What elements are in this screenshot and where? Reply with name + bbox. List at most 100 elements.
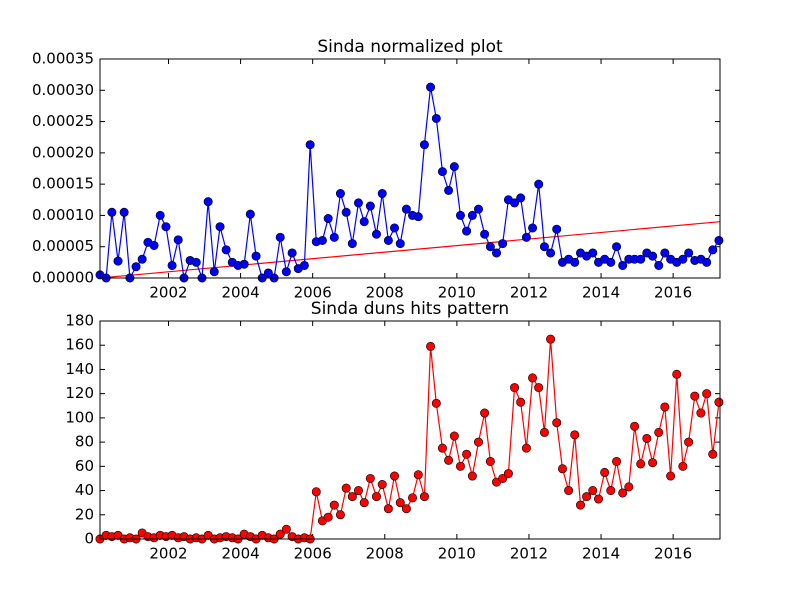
y-tick-label: 80 <box>75 433 94 451</box>
data-point <box>462 449 472 459</box>
data-point <box>624 482 634 492</box>
y-tick-label: 140 <box>65 360 94 378</box>
data-point <box>552 418 562 428</box>
x-tick-label: 2002 <box>149 284 187 302</box>
data-point <box>155 210 165 220</box>
data-point <box>131 262 141 272</box>
x-tick-label: 2016 <box>654 284 692 302</box>
data-point <box>521 232 531 242</box>
data-point <box>299 260 309 270</box>
data-point <box>395 239 405 249</box>
data-point <box>119 207 129 217</box>
data-point <box>323 512 333 522</box>
data-point <box>582 492 592 502</box>
data-point <box>654 260 664 270</box>
data-point <box>539 242 549 252</box>
data-point <box>557 464 567 474</box>
y-tick-label: 0.00035 <box>32 50 94 68</box>
data-point <box>317 235 327 245</box>
data-point <box>473 437 483 447</box>
data-point <box>528 373 538 383</box>
data-point <box>383 235 393 245</box>
x-tick-label: 2002 <box>149 545 187 563</box>
data-point <box>203 197 213 207</box>
data-point <box>167 260 177 270</box>
data-point <box>708 449 718 459</box>
data-point <box>275 232 285 242</box>
data-point <box>323 214 333 224</box>
data-point <box>275 529 285 539</box>
data-point <box>353 486 363 496</box>
plot-frame <box>99 58 721 279</box>
y-tick-label: 0.00010 <box>32 206 94 224</box>
data-point <box>564 486 574 496</box>
data-point <box>636 459 646 469</box>
data-point <box>449 162 459 172</box>
data-point <box>618 260 628 270</box>
y-tick-label: 40 <box>75 481 94 499</box>
data-point <box>281 524 291 534</box>
data-point <box>570 257 580 267</box>
data-point <box>335 510 345 520</box>
data-point <box>239 259 249 269</box>
data-point <box>401 204 411 214</box>
x-tick-label: 2012 <box>510 545 548 563</box>
data-point <box>371 492 381 502</box>
x-tick-label: 2010 <box>438 284 476 302</box>
data-point <box>606 486 616 496</box>
data-point <box>161 222 171 232</box>
data-point <box>251 251 261 261</box>
data-point <box>696 408 706 418</box>
data-point <box>480 408 490 418</box>
data-point <box>389 223 399 233</box>
data-point <box>444 185 454 195</box>
data-point <box>462 226 472 236</box>
data-point <box>546 334 556 344</box>
y-tick-label: 0.00030 <box>32 81 94 99</box>
data-point <box>329 232 339 242</box>
y-tick-label: 0 <box>84 530 94 548</box>
data-point <box>636 254 646 264</box>
x-tick-label: 2008 <box>366 284 404 302</box>
data-point <box>437 443 447 453</box>
data-point <box>606 257 616 267</box>
data-point <box>485 456 495 466</box>
data-point <box>642 433 652 443</box>
data-point <box>426 82 436 92</box>
data-point <box>408 493 418 503</box>
data-point <box>503 469 513 479</box>
data-point <box>281 267 291 277</box>
y-tick-label: 60 <box>75 457 94 475</box>
data-point <box>612 242 622 252</box>
data-point <box>359 217 369 227</box>
data-point <box>467 210 477 220</box>
data-point <box>401 504 411 514</box>
x-tick-label: 2006 <box>294 284 332 302</box>
data-point <box>660 402 670 412</box>
data-point <box>347 239 357 249</box>
plot-frame <box>99 320 721 540</box>
data-point <box>107 207 117 217</box>
x-tick-label: 2014 <box>582 284 620 302</box>
data-point <box>648 251 658 261</box>
data-point <box>311 487 321 497</box>
data-point <box>588 486 598 496</box>
data-point <box>510 198 520 208</box>
x-tick-label: 2012 <box>510 284 548 302</box>
data-point <box>455 210 465 220</box>
data-point <box>431 398 441 408</box>
data-point <box>702 389 712 399</box>
data-point <box>690 391 700 401</box>
data-point <box>684 248 694 258</box>
x-tick-label: 2004 <box>221 284 259 302</box>
data-point <box>492 248 502 258</box>
data-point <box>359 498 369 508</box>
data-point <box>498 239 508 249</box>
data-point <box>539 427 549 437</box>
data-point <box>191 257 201 267</box>
y-tick-label: 20 <box>75 505 94 523</box>
data-point <box>516 193 526 203</box>
data-point <box>437 167 447 177</box>
y-tick-label: 160 <box>65 336 94 354</box>
data-point <box>335 189 345 199</box>
